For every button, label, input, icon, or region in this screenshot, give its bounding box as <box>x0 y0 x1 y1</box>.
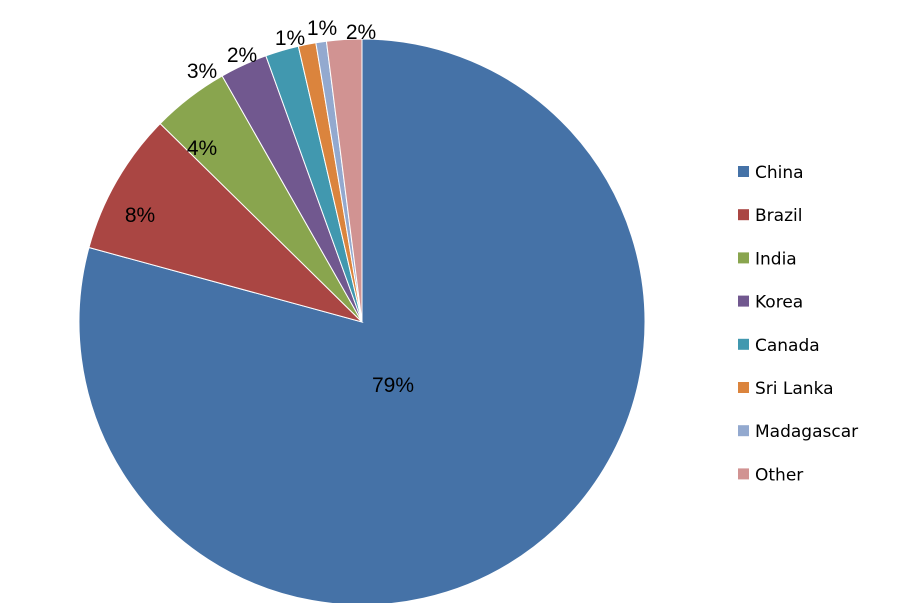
legend-label-madagascar: Madagascar <box>755 422 858 442</box>
data-label-brazil: 8% <box>125 204 155 227</box>
data-label-india: 4% <box>187 137 217 160</box>
legend-label-sri-lanka: Sri Lanka <box>755 379 834 399</box>
legend-swatch-china <box>738 166 749 177</box>
legend-swatch-other <box>738 468 749 480</box>
legend-swatch-sri-lanka <box>738 382 749 393</box>
pie-data-labels: 79% 8% 4% 3% 2% 1% 1% 2% <box>125 17 414 397</box>
legend-swatch-madagascar <box>738 425 749 437</box>
pie-slice-brazil <box>88 122 364 323</box>
legend-swatch-brazil <box>738 209 749 221</box>
legend: China Brazil India Korea Canada Sri Lanka Mada… <box>738 163 858 485</box>
data-label-canada: 2% <box>227 44 257 67</box>
legend-swatch-canada <box>738 338 749 350</box>
legend-label-brazil: Brazil <box>755 206 802 226</box>
data-label-other: 2% <box>346 21 376 44</box>
pie-slice-other <box>325 38 363 323</box>
pie-slices <box>78 38 646 603</box>
data-label-sri-lanka: 1% <box>275 27 305 50</box>
legend-swatch-korea <box>738 295 749 307</box>
data-label-china: 79% <box>372 374 414 397</box>
legend-label-india: India <box>755 249 797 269</box>
legend-swatch-india <box>738 252 749 264</box>
legend-label-other: Other <box>755 465 803 485</box>
legend-label-china: China <box>755 163 804 183</box>
legend-label-korea: Korea <box>755 293 803 313</box>
data-label-madagascar: 1% <box>307 17 337 40</box>
legend-label-canada: Canada <box>755 336 820 356</box>
data-label-korea: 3% <box>187 60 217 83</box>
